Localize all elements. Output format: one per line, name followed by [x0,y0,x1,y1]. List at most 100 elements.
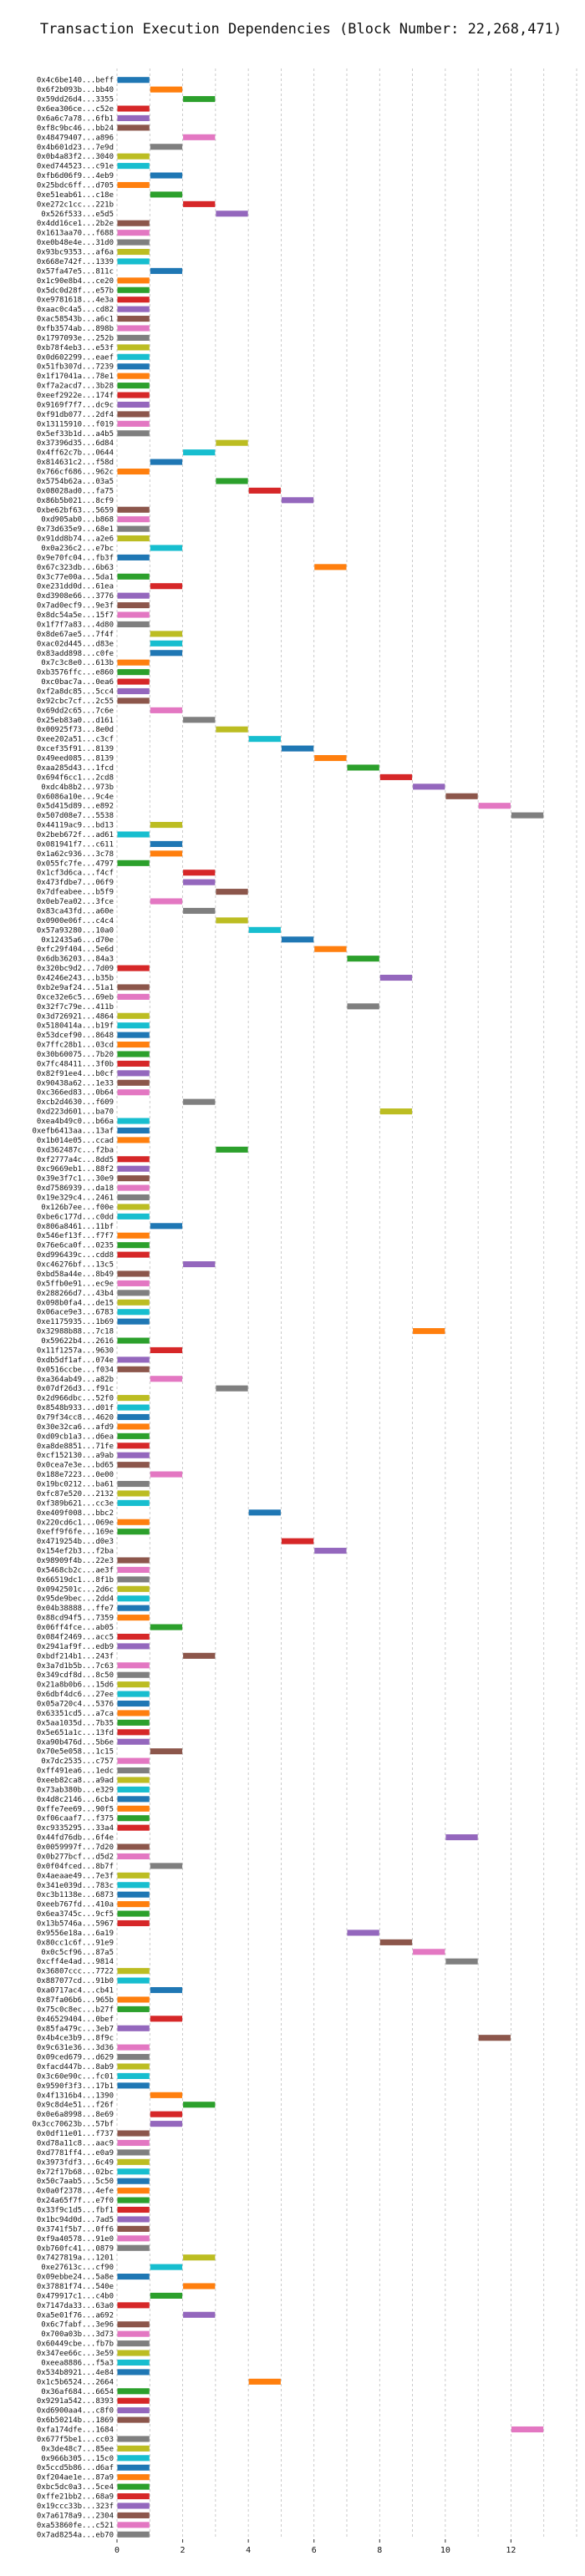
tx-label: 0xfc87e520...2132 [37,1490,114,1498]
tx-bar [117,401,150,408]
tx-label: 0x86b5b021...8cf9 [37,497,114,505]
tx-bar [183,96,216,103]
tx-bar [117,2158,150,2165]
tx-bar [183,1098,216,1105]
tx-label: 0x526f533...e5d5 [41,210,114,219]
tx-bar [117,1270,150,1277]
tx-bar [117,2054,150,2061]
tx-bar [117,2197,150,2203]
tx-label: 0x83ca43fd...a60e [37,907,114,915]
tx-label: 0x1a62c936...3c78 [37,850,114,859]
tx-label: 0x6db36203...84a3 [37,956,114,964]
tx-bar [150,86,183,93]
tx-bar [117,1022,150,1029]
tx-bar [117,1118,150,1124]
tx-label: 0x46529404...0bef [37,2016,114,2024]
tx-bar [117,602,150,609]
tx-bar [117,2416,150,2423]
tx-bar [117,1070,150,1077]
x-tick-label: 12 [506,2546,516,2555]
tx-bar [117,535,150,542]
tx-bar [117,2139,150,2147]
tx-bar [445,1958,478,1965]
tx-label: 0x6dbf4dc6...27ee [37,1691,114,1699]
tx-label: 0xbc5dc0a3...5ce4 [37,2483,114,2492]
tx-bar [117,2436,150,2442]
tx-bar [117,1423,150,1430]
tx-bar [117,1012,150,1019]
tx-bar [117,287,150,293]
tx-label: 0x51fb307d...7239 [37,363,114,372]
tx-bar [150,1748,183,1755]
tx-bar [216,210,248,217]
tx-label: 0xfacd447b...8ab9 [37,2063,114,2071]
tx-label: 0xd996439c...cdd8 [37,1251,114,1260]
tx-bar [183,870,216,876]
tx-label: 0x6f2b093b...bb40 [37,86,114,94]
tx-bar [117,669,150,676]
tx-label: 0x53dcef90...8648 [37,1032,114,1040]
tx-label: 0xf91db077...2df4 [37,411,114,419]
tx-label: 0x92cbc7cf...2c55 [37,697,114,706]
tx-label: 0x5468cb2c...ae3f [37,1566,114,1575]
tx-label: 0xa5e01f76...a692 [37,2311,114,2320]
tx-label: 0xc9669eb1...88f2 [37,1165,114,1174]
tx-bar [347,764,379,771]
tx-bar [117,1777,150,1783]
tx-label: 0xa0717ac4...cb41 [37,1987,114,1995]
tx-bar [117,2044,150,2051]
tx-bar [117,2168,150,2175]
tx-label: 0x05a720c4...5376 [37,1701,114,1709]
tx-label: 0x507d08e7...5538 [37,812,114,820]
tx-bar [150,1624,183,1630]
tx-label: 0x4f1316b4...1390 [37,2092,114,2100]
tx-bar [117,1251,150,1258]
tx-label: 0xd223d601...ba70 [37,1108,114,1117]
tx-label: 0x5ef33b1d...a4b5 [37,430,114,439]
tx-bar [117,1051,150,1057]
tx-bar [216,726,248,733]
tx-bar [117,1710,150,1716]
tx-bar [150,640,183,647]
tx-bar [117,860,150,866]
tx-label: 0xf2a8dc85...5cc4 [37,688,114,697]
tx-label: 0x7147da33...63a0 [37,2302,114,2310]
tx-label: 0x4dd16ce1...2b2e [37,220,114,228]
tx-label: 0x09ebbe24...5a8e [37,2274,114,2282]
tx-label: 0x081941f7...c611 [37,840,114,849]
tx-label: 0x1797093e...252b [37,334,114,342]
tx-label: 0x154ef2b3...f2ba [37,1548,114,1556]
tx-label: 0x0a236c2...e7bc [41,545,114,553]
tx-label: 0x887077cd...91b0 [37,1977,114,1985]
tx-bar [511,2426,544,2433]
tx-label: 0x2d966dbc...52f0 [37,1395,114,1403]
tx-label: 0x48479407...a896 [37,134,114,142]
tx-label: 0x6b50214b...1869 [37,2416,114,2425]
tx-label: 0xfb6d06f9...4eb9 [37,172,114,180]
tx-label: 0x4b4ce3b9...8f9c [37,2035,114,2043]
tx-bar [117,984,150,991]
tx-label: 0x4ff62c7b...0644 [37,449,114,458]
tx-label: 0x37881f74...540e [37,2283,114,2291]
tx-bar [117,2350,150,2356]
tx-bar [216,889,248,895]
tx-bar [379,1108,413,1115]
tx-label: 0x0eb7ea02...3fce [37,898,114,906]
tx-bar [117,124,150,131]
tx-label: 0x59622b4...2616 [41,1337,114,1346]
tx-bar [117,1757,150,1764]
tx-label: 0xe272c1cc...221b [37,200,114,209]
tx-bar [117,1242,150,1249]
tx-label: 0x814631c2...f58d [37,459,114,467]
tx-bar [117,1805,150,1812]
tx-bar [117,678,150,685]
tx-bar [117,1194,150,1201]
tx-label: 0x1613aa70...f688 [37,230,114,238]
tx-bar [117,1404,150,1411]
tx-label: 0x37396d35...6d84 [37,439,114,448]
tx-bar [117,2225,150,2232]
tx-bar [248,736,281,743]
tx-bar [379,974,413,981]
tx-bar [117,1968,150,1975]
